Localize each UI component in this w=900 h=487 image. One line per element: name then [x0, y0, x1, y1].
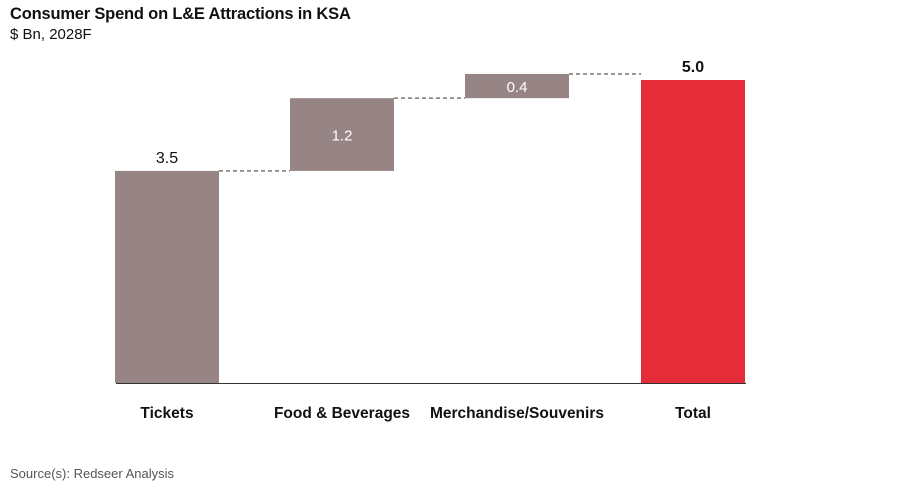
- chart-title: Consumer Spend on L&E Attractions in KSA: [10, 5, 351, 23]
- category-label: Tickets: [140, 405, 193, 422]
- bar-food-beverages: [290, 98, 394, 171]
- chart-subtitle: $ Bn, 2028F: [10, 26, 92, 43]
- data-label: 3.5: [156, 150, 178, 167]
- bar-total: [641, 80, 745, 383]
- data-label: 1.2: [332, 128, 353, 145]
- bar-tickets: [115, 170, 219, 383]
- category-label: Total: [675, 405, 711, 422]
- category-label: Food & Beverages: [274, 405, 410, 422]
- category-label: Merchandise/Souvenirs: [430, 405, 604, 422]
- data-label: 0.4: [507, 79, 528, 96]
- data-label: 5.0: [682, 59, 704, 76]
- bar-merchandise-souvenirs: [465, 73, 569, 99]
- source-note: Source(s): Redseer Analysis: [10, 466, 175, 481]
